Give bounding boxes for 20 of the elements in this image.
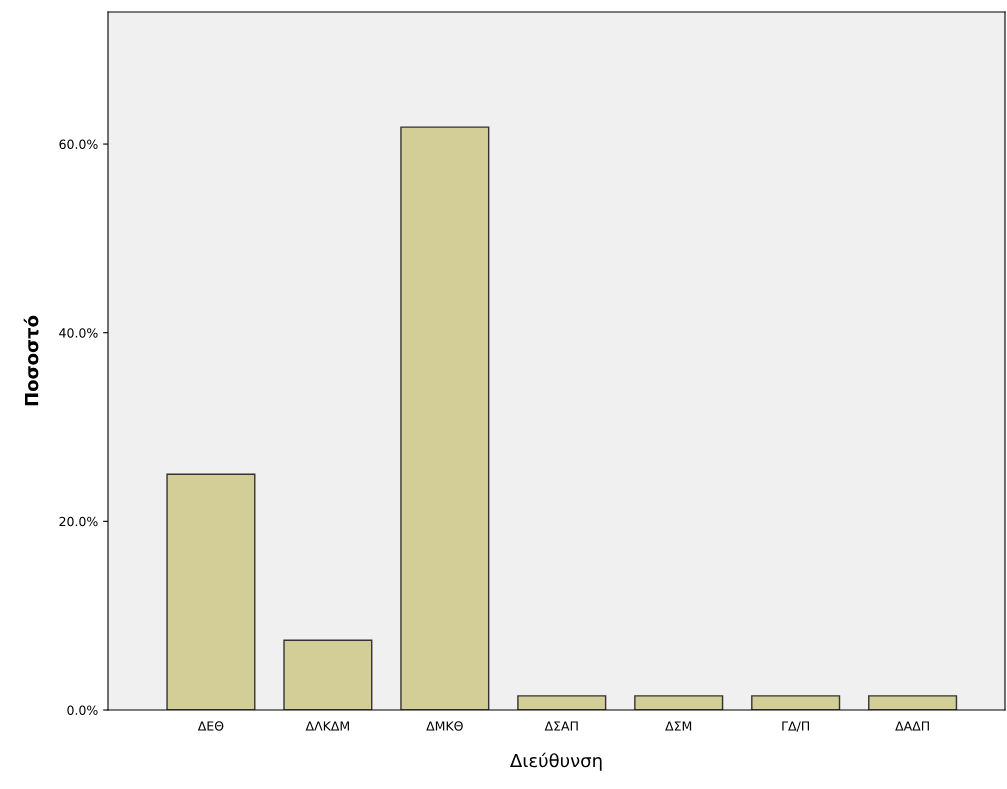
x-tick-label: ΓΔ/Π [782, 721, 809, 732]
bar [166, 473, 256, 710]
bar [517, 695, 607, 710]
x-tick-label: ΔΜΚΘ [426, 721, 463, 731]
bar [634, 695, 724, 710]
bar [400, 126, 490, 710]
y-tick-label: 40.0% [59, 328, 98, 338]
x-tick-label: ΔΣΑΠ [544, 721, 578, 731]
bar [868, 695, 958, 710]
x-tick-label: ΔΑΔΠ [895, 721, 929, 731]
bar [751, 695, 841, 710]
x-tick-label: ΔΕΘ [197, 721, 224, 731]
y-tick-label: 60.0% [59, 139, 98, 149]
x-axis-title: Διεύθυνση [510, 752, 602, 771]
bar [283, 639, 373, 710]
y-tick-label: 20.0% [59, 516, 98, 527]
y-axis-title: Ποσοστό [23, 315, 39, 406]
y-tick-label: 0.0% [67, 705, 98, 715]
x-tick-label: ΔΛΚΔΜ [305, 721, 349, 731]
x-tick-label: ΔΣΜ [665, 721, 692, 731]
